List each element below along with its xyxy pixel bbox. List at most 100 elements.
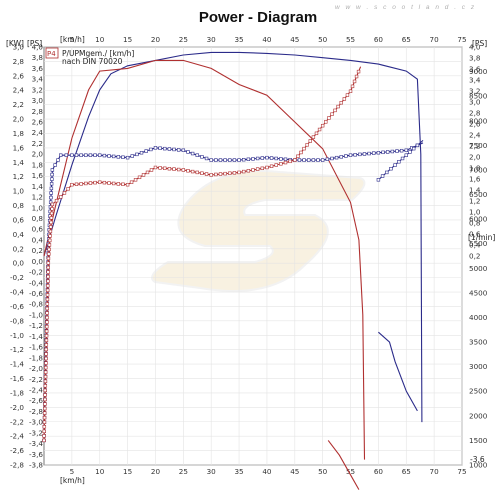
rpm-series-marker [308, 139, 312, 143]
rpm-series-marker [64, 153, 68, 157]
x-tick-label-top: 15 [123, 35, 132, 44]
rpm-series-marker [204, 156, 209, 161]
rpm-series-marker [59, 153, 63, 157]
rpm-series-marker [137, 175, 142, 180]
rpm-series-marker [302, 146, 306, 151]
rpm-series-marker [50, 177, 54, 181]
rpm-series-marker [158, 166, 162, 170]
rpm-series-marker [279, 157, 283, 161]
rpm-series-marker [88, 153, 93, 157]
x-tick-label-top: 40 [262, 35, 272, 44]
plot-frame [43, 46, 463, 466]
y-right-rpm-tick-label: 5500 [469, 239, 488, 248]
rpm-series-marker [397, 160, 401, 164]
y-right-rpm-tick-label: 6000 [469, 215, 488, 224]
rpm-series-marker [47, 247, 51, 252]
rpm-series-marker [200, 171, 204, 175]
rpm-series-marker [305, 143, 309, 147]
rpm-series-marker [48, 229, 53, 234]
rpm-series-marker [88, 181, 93, 185]
y-left-outer-tick-label: -2,2 [10, 417, 24, 426]
y-right-ps-tick-label: 2,6 [469, 120, 481, 129]
y-right-rpm-tick-label: 7500 [469, 141, 488, 150]
rpm-series-marker [43, 393, 47, 397]
y-left-outer-tick-label: 1,0 [13, 187, 25, 196]
rpm-series-marker [265, 165, 269, 170]
scooter-logo-watermark [151, 170, 366, 293]
x-tick-label-bottom: 5 [70, 467, 75, 476]
rpm-series-marker [330, 112, 334, 116]
right-rpm-unit-label: [1/min] [468, 233, 495, 242]
rpm-series-marker [44, 356, 48, 361]
y-left-inner-tick-label: 3,8 [32, 53, 44, 62]
rpm-series-marker [314, 131, 319, 136]
rpm-series-marker [50, 172, 54, 177]
y-left-inner-tick-label: 3,0 [32, 96, 44, 105]
y-right-rpm-tick-label: 2000 [469, 411, 488, 420]
rpm-series-marker [342, 97, 347, 101]
rpm-series-marker [84, 153, 88, 157]
rpm-series-marker [293, 158, 297, 162]
rpm-series-marker [84, 181, 88, 186]
rpm-series-marker [251, 157, 255, 161]
y-right-rpm-tick-label: 8000 [469, 116, 488, 125]
y-left-outer-tick-label: 2,6 [13, 71, 25, 80]
y-right-ps-tick-label: 0,2 [469, 252, 480, 261]
rpm-series-marker [45, 306, 49, 311]
y-left-outer-tick-label: 1,8 [13, 129, 25, 138]
y-right-ps-tick-label: 2,8 [469, 109, 481, 118]
y-right-ps-tick-label: 3,4 [469, 76, 481, 85]
x-tick-label-bottom: 40 [262, 467, 272, 476]
rpm-series-marker [255, 167, 260, 171]
y-left-inner-tick-label: 0,8 [32, 214, 44, 223]
rpm-series-marker [195, 153, 199, 157]
bottom-x-unit-label: [km/h] [60, 476, 85, 485]
legend-line-2: nach DIN 70020 [62, 57, 123, 66]
legend-marker-box [45, 47, 59, 59]
y-left-inner-tick-label: 2,8 [32, 107, 44, 116]
rpm-series-marker [111, 154, 116, 159]
y-right-rpm-tick-label: 3000 [469, 362, 488, 371]
y-left-inner-tick-label: 1,6 [32, 171, 44, 180]
rpm-series-marker [246, 169, 251, 173]
rpm-series-marker [44, 347, 48, 352]
y-left-outer-tick-label: -1,0 [10, 331, 24, 340]
rpm-series-marker [135, 152, 139, 157]
rpm-series-marker [237, 170, 241, 175]
x-tick-label-bottom: 55 [346, 467, 355, 476]
rpm-series-marker [43, 406, 47, 411]
y-left-inner-tick-label: 2,2 [32, 139, 43, 148]
rpm-series-marker [376, 178, 381, 182]
rpm-series-marker [320, 123, 325, 128]
rpm-series-marker [139, 151, 144, 155]
y-left-inner-tick-label: 4,0 [32, 43, 44, 52]
y-right-ps-tick-label: 1,6 [469, 175, 481, 184]
rpm-series-marker [333, 108, 337, 113]
rpm-series-marker [260, 166, 264, 171]
rpm-series-marker [232, 158, 237, 162]
rpm-series-marker [116, 155, 121, 159]
rpm-series-marker [181, 148, 186, 152]
y-left-outer-tick-label: 2,4 [13, 86, 25, 95]
right-ps-unit-label: [PS] [472, 39, 487, 48]
rpm-series-marker [46, 265, 50, 270]
rpm-series-marker [129, 180, 134, 184]
x-tick-label-bottom: 10 [95, 467, 105, 476]
y-left-inner-tick-label: -2,4 [29, 385, 43, 394]
x-tick-label-bottom: 30 [207, 467, 217, 476]
rpm-series-marker [53, 163, 57, 167]
rpm-series-marker [153, 165, 158, 170]
rpm-series-marker [42, 425, 47, 429]
y-left-outer-tick-label: 0,8 [13, 201, 25, 210]
rpm-series-line [378, 331, 418, 412]
rpm-series-marker [50, 202, 55, 207]
x-tick-label-bottom: 45 [290, 467, 299, 476]
y-right-ps-tick-label: 1,8 [469, 164, 481, 173]
rpm-series-marker [49, 220, 53, 225]
rpm-series-marker [299, 150, 303, 155]
y-left-outer-tick-label: 1,6 [13, 143, 25, 152]
y-left-outer-tick-label: 0,0 [13, 259, 25, 268]
rpm-series-marker [144, 149, 148, 153]
x-tick-label-bottom: 25 [179, 467, 188, 476]
rpm-series-marker [46, 256, 51, 261]
